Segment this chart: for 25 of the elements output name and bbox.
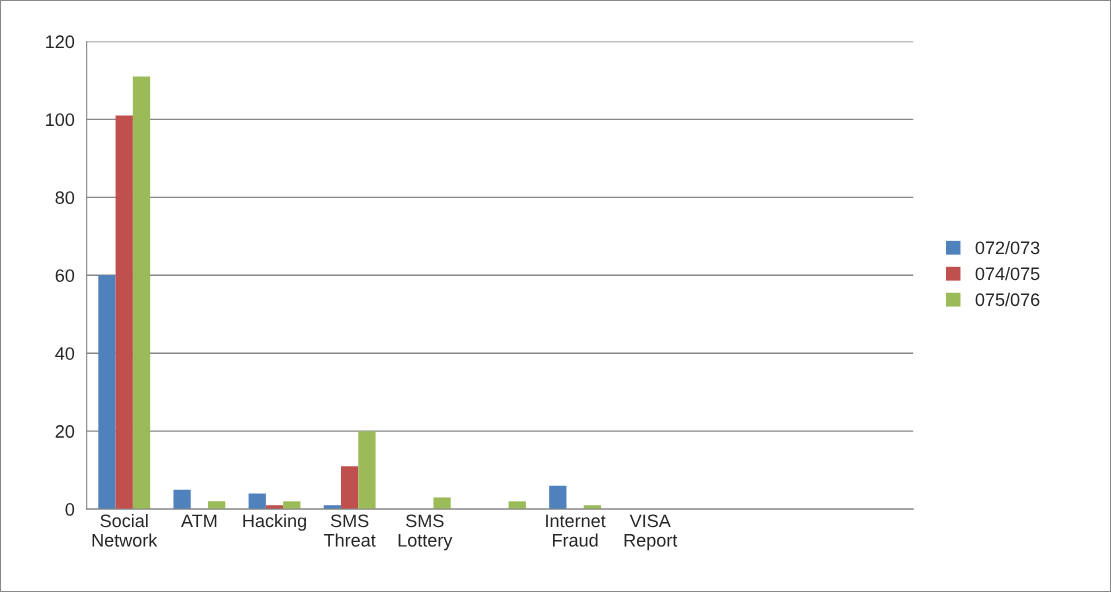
bar: [115, 115, 133, 510]
bar: [549, 485, 567, 510]
bar: [173, 489, 191, 510]
y-tick-label: 60: [55, 269, 75, 282]
legend-label: 074/075: [975, 266, 1040, 281]
bar: [132, 76, 151, 510]
x-tick-label: Hacking: [243, 513, 306, 531]
x-tick-label: SMS Lottery: [398, 514, 453, 551]
bar: [433, 497, 451, 510]
x-tick-label: Social Network: [92, 513, 158, 547]
bar: [358, 431, 376, 510]
y-tick-label: 80: [55, 191, 75, 205]
legend-label: 075/076: [975, 292, 1040, 307]
bar: [341, 466, 359, 510]
y-tick-label: 40: [55, 347, 75, 360]
x-tick-label: ATM: [181, 514, 217, 528]
y-tick-label: 20: [55, 425, 75, 438]
bar: [98, 275, 116, 510]
legend-label: 072/073: [975, 240, 1040, 255]
x-tick-label: Internet Fraud: [546, 514, 606, 547]
y-tick-label: 0: [65, 503, 75, 516]
x-tick-label: VISA Report: [624, 514, 678, 551]
x-tick-label: SMS Threat: [323, 514, 376, 547]
y-tick-label: 120: [46, 35, 75, 49]
y-tick-label: 100: [46, 113, 75, 127]
